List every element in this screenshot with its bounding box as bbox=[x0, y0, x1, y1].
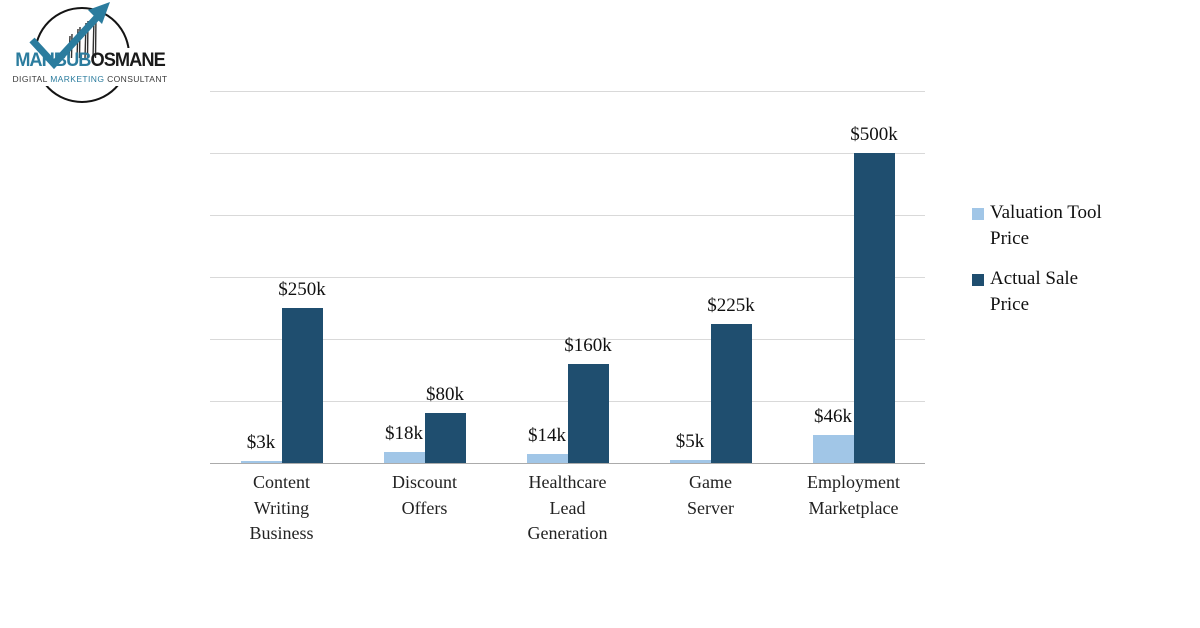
logo-tagline: DIGITAL MARKETING CONSULTANT bbox=[8, 74, 172, 84]
bar-valuation-3 bbox=[526, 454, 568, 463]
value-label-valuation-1: $3k bbox=[246, 432, 276, 453]
logo-mark bbox=[8, 2, 172, 103]
logo-name-secondary: OSMANE bbox=[90, 50, 165, 71]
x-axis-label-4: Game Server bbox=[687, 472, 734, 518]
x-axis-line bbox=[210, 463, 925, 464]
value-label-actual-4: $225k bbox=[707, 294, 755, 316]
bar-valuation-5 bbox=[812, 434, 854, 463]
gridline bbox=[210, 91, 925, 92]
bar-actual-4 bbox=[710, 323, 752, 463]
logo-name-primary: MAHBUB bbox=[15, 50, 91, 71]
gridline bbox=[210, 339, 925, 340]
legend-item-valuation-tool-price: Valuation Tool Price bbox=[972, 200, 1102, 252]
gridline bbox=[210, 153, 925, 154]
x-axis-label-5: Employment Marketplace bbox=[807, 472, 900, 518]
logo-tagline-digital: DIGITAL bbox=[12, 74, 51, 84]
value-label-valuation-2: $18k bbox=[385, 422, 423, 444]
logo-name: MAHBUBOSMANE bbox=[11, 50, 168, 72]
logo-tagline-consultant: CONSULTANT bbox=[104, 74, 168, 84]
value-label-valuation-5: $46k bbox=[814, 405, 852, 427]
value-label-actual-1: $250k bbox=[278, 279, 326, 300]
x-axis-label-1: Content Writing Business bbox=[249, 472, 314, 543]
bar-valuation-1 bbox=[240, 461, 282, 463]
legend-swatch-valuation-tool-price bbox=[972, 208, 984, 220]
value-label-actual-2: $80k bbox=[426, 384, 464, 406]
value-label-valuation-4: $5k bbox=[675, 430, 705, 452]
logo-text-band bbox=[8, 48, 172, 86]
x-axis-label-3: Healthcare Lead Generation bbox=[527, 472, 608, 543]
bar-actual-1 bbox=[281, 308, 323, 463]
chart-legend: Valuation Tool Price Actual Sale Price bbox=[972, 200, 1102, 332]
value-label-actual-3: $160k bbox=[564, 334, 612, 356]
gridline bbox=[210, 215, 925, 216]
bar-valuation-2 bbox=[383, 451, 425, 463]
logo-arrow-icon bbox=[29, 2, 110, 70]
logo-tagline-marketing: MARKETING bbox=[50, 74, 105, 84]
gridline bbox=[210, 277, 925, 278]
bar-actual-5 bbox=[853, 153, 895, 463]
legend-swatch-actual-sale-price bbox=[972, 274, 984, 286]
bar-actual-3 bbox=[567, 363, 609, 463]
value-label-actual-5: $500k bbox=[850, 124, 898, 145]
legend-item-actual-sale-price: Actual Sale Price bbox=[972, 266, 1102, 318]
logo: MAHBUBOSMANE DIGITAL MARKETING CONSULTAN… bbox=[8, 0, 172, 116]
legend-label: Valuation Tool Price bbox=[990, 202, 1102, 249]
bar-valuation-4 bbox=[669, 459, 711, 463]
value-label-valuation-3: $14k bbox=[528, 425, 566, 447]
x-axis-label-2: Discount Offers bbox=[392, 472, 457, 518]
legend-label: Actual Sale Price bbox=[990, 268, 1079, 315]
bar-actual-2 bbox=[424, 413, 466, 463]
